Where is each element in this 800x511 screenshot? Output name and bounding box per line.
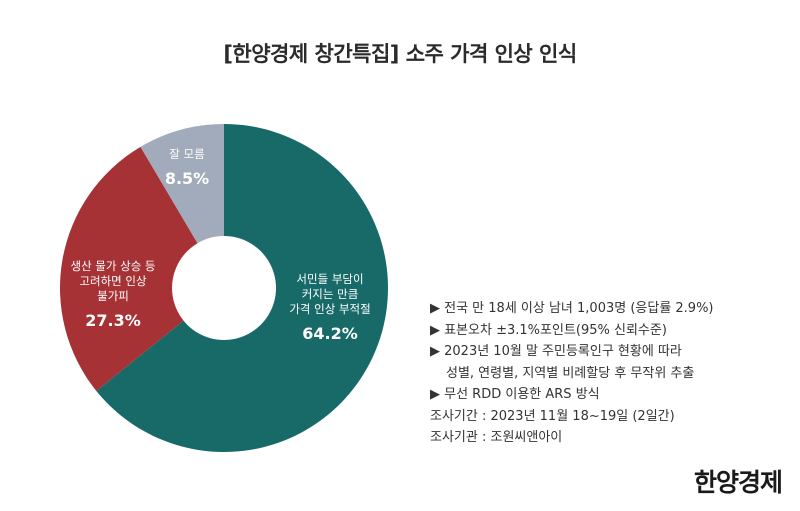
slice-value: 27.3% xyxy=(85,311,141,330)
pie-slice xyxy=(140,124,224,244)
slice-label: 서민들 부담이 xyxy=(296,272,363,286)
slice-label: 불가피 xyxy=(97,289,129,303)
survey-notes: ▶ 전국 만 18세 이상 남녀 1,003명 (응답률 2.9%) ▶ 표본오… xyxy=(430,298,714,449)
brand-logo: 한양경제 xyxy=(693,468,783,497)
note-line: 성별, 연령별, 지역별 비례할당 후 무작위 추출 xyxy=(446,365,695,381)
note-line: ▶ 표본오차 ±3.1%포인트(95% 신뢰수준) xyxy=(430,322,667,338)
slice-label: 커지는 만큼 xyxy=(302,287,359,301)
note-line: ▶ 전국 만 18세 이상 남녀 1,003명 (응답률 2.9%) xyxy=(430,301,714,316)
pie-slice xyxy=(59,146,198,391)
slice-label: 잘 모름 xyxy=(169,147,204,161)
slice-value: 64.2% xyxy=(302,324,358,343)
slice-label: 고려하면 인상 xyxy=(79,274,147,288)
note-line: 조사기간 : 2023년 11월 18~19일 (2일간) xyxy=(430,408,675,424)
note-line: ▶ 2023년 10월 말 주민등록인구 현황에 따라 xyxy=(430,344,682,359)
slice-label: 생산 물가 상승 등 xyxy=(70,259,155,273)
pie-slice xyxy=(96,124,389,453)
note-line: ▶ 무선 RDD 이용한 ARS 방식 xyxy=(430,387,600,402)
slice-label: 가격 인상 부적절 xyxy=(289,302,370,316)
chart-title: [한양경제 창간특집] 소주 가격 인상 인식 xyxy=(223,42,577,66)
slice-value: 8.5% xyxy=(165,169,209,188)
note-line: 조사기관 : 조원씨앤아이 xyxy=(430,430,563,445)
